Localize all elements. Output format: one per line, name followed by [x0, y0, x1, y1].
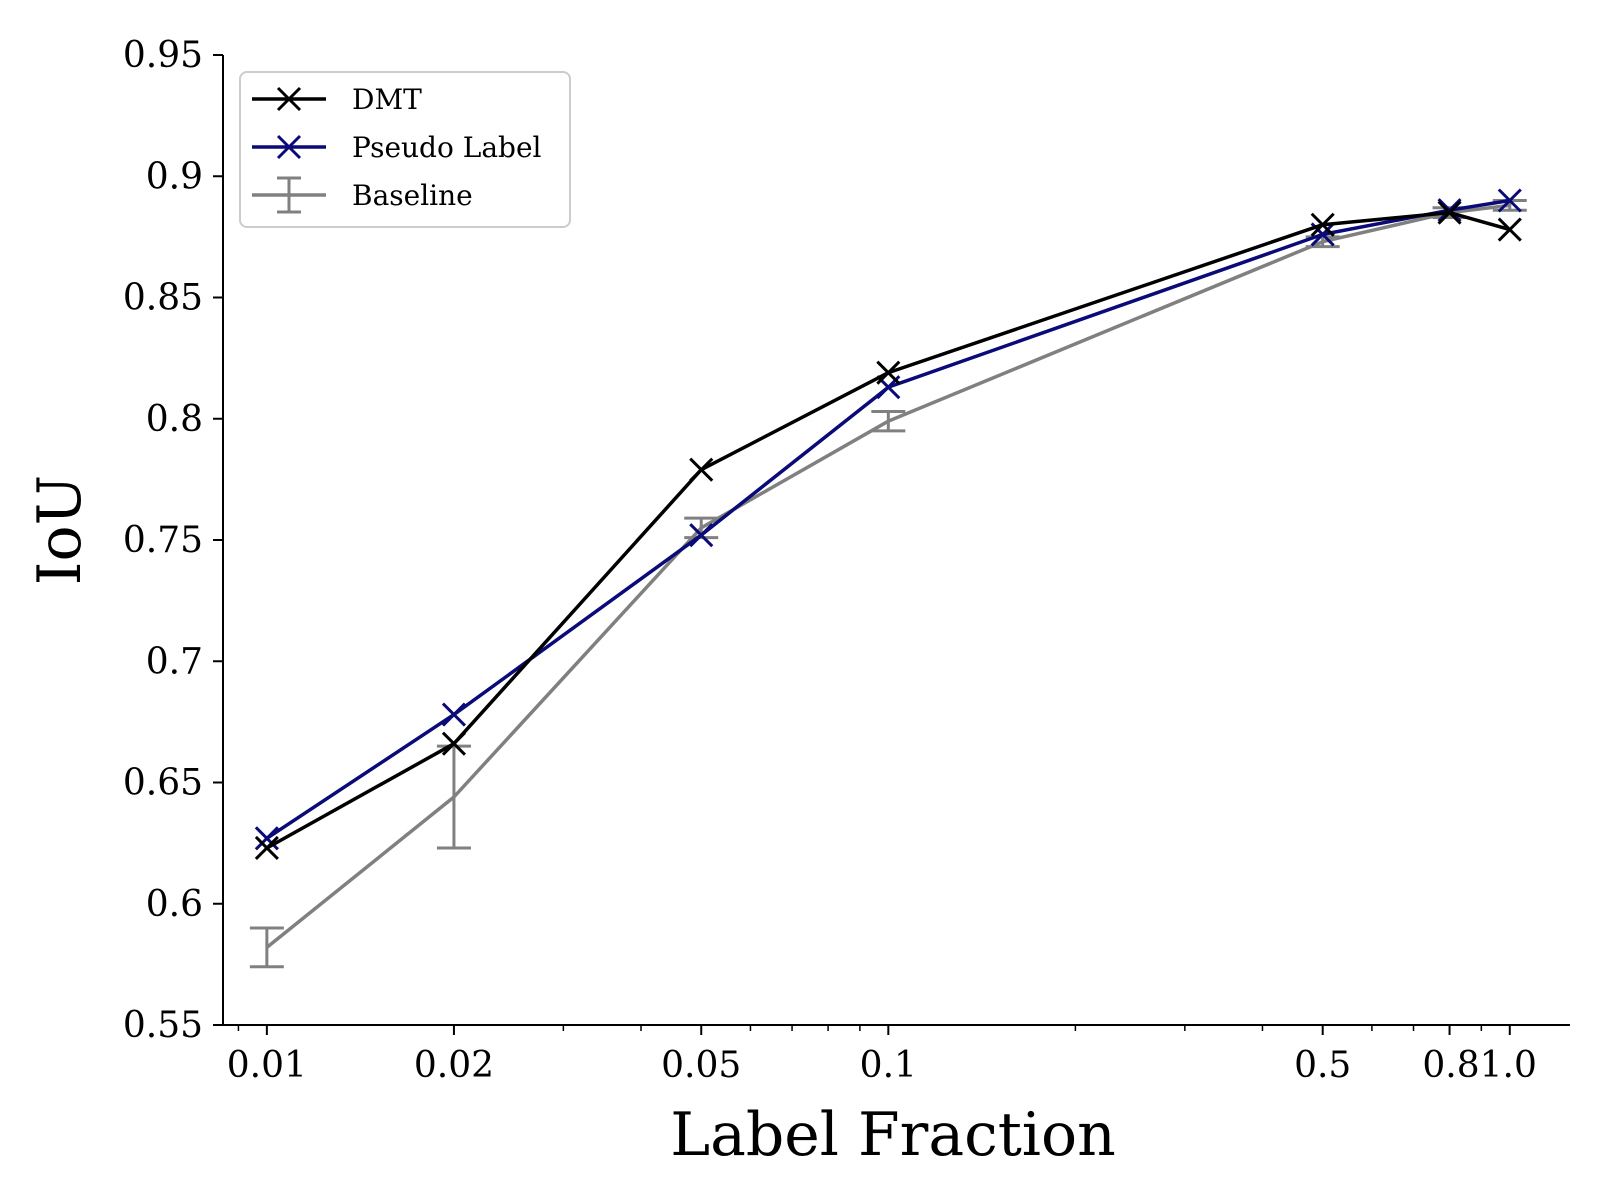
- y-tick-label: 0.85: [123, 278, 203, 319]
- errorbar-baseline: [436, 744, 471, 850]
- marker-pseudo-label-stroke: [254, 826, 279, 851]
- legend-item-dmt: DMT: [252, 83, 422, 116]
- marker-pseudo-label-stroke: [1497, 188, 1522, 213]
- marker-dmt: [1437, 200, 1462, 225]
- marker-pseudo-label: [441, 702, 467, 727]
- marker-pseudo-label-stroke: [1310, 222, 1335, 247]
- marker-dmt: [689, 457, 714, 482]
- errorbar-baseline: [871, 409, 906, 433]
- series-pseudo-label: [254, 188, 1522, 851]
- y-tick-label: 0.9: [146, 156, 203, 197]
- marker-pseudo-label: [1497, 188, 1522, 213]
- legend-marker-dmt: [276, 86, 302, 112]
- marker-pseudo-label-stroke: [689, 523, 714, 548]
- y-tick-label: 0.95: [123, 35, 203, 76]
- marker-dmt-stroke: [1497, 217, 1522, 242]
- legend-item-pseudo-label: Pseudo Label: [252, 131, 542, 164]
- x-tick-label: 0.81.0: [1422, 1045, 1537, 1086]
- series-dmt: [254, 200, 1522, 861]
- y-tick-label: 0.65: [123, 763, 203, 804]
- y-tick-label: 0.6: [146, 884, 203, 925]
- x-axis-title: Label Fraction: [670, 1100, 1116, 1170]
- marker-pseudo-label: [1437, 198, 1462, 223]
- legend-label-pseudo-label: Pseudo Label: [352, 131, 542, 164]
- marker-dmt-stroke: [1437, 200, 1462, 225]
- legend-marker-pseudo-label-stroke: [276, 134, 302, 160]
- axes: 0.55 0.6 0.65 0.7 0.75 0.8 0.85 0.9 0.95 0.01 0.02…: [123, 35, 1570, 1086]
- series-layer: [249, 188, 1527, 969]
- legend-item-baseline: Baseline: [252, 176, 473, 214]
- marker-dmt: [441, 731, 467, 756]
- y-tick-label: 0.75: [123, 520, 203, 561]
- marker-dmt-stroke: [1310, 212, 1335, 237]
- x-tick-label: 0.05: [661, 1045, 741, 1086]
- series-baseline: [249, 199, 1527, 969]
- marker-dmt: [1497, 217, 1522, 242]
- y-tick-label: 0.55: [123, 1005, 203, 1046]
- marker-pseudo-label: [689, 523, 714, 548]
- x-tick-label: 0.1: [860, 1045, 917, 1086]
- legend-marker-pseudo-label: [276, 134, 302, 160]
- legend-label-baseline: Baseline: [352, 179, 473, 212]
- marker-dmt: [254, 835, 279, 861]
- legend-frame: [239, 71, 571, 228]
- marker-dmt-stroke: [689, 457, 714, 482]
- marker-pseudo-label-stroke: [1437, 198, 1462, 223]
- marker-dmt-stroke: [441, 731, 467, 756]
- y-tick-label: 0.8: [146, 399, 203, 440]
- y-tick-label: 0.7: [146, 641, 203, 682]
- x-tick-label: 0.5: [1294, 1045, 1351, 1086]
- y-axis-title: IoU: [25, 475, 95, 585]
- legend: DMT Pseudo Label Baseline: [239, 71, 571, 228]
- legend-label-dmt: DMT: [352, 83, 422, 116]
- marker-dmt-stroke: [254, 835, 279, 861]
- marker-pseudo-label-stroke: [441, 702, 467, 727]
- marker-dmt: [876, 360, 901, 385]
- legend-marker-dmt-stroke: [276, 86, 302, 112]
- marker-dmt: [1310, 212, 1335, 237]
- marker-dmt-stroke: [876, 360, 901, 385]
- errorbar-baseline: [249, 926, 284, 969]
- x-tick-label: 0.01: [227, 1045, 307, 1086]
- x-tick-label: 0.02: [414, 1045, 494, 1086]
